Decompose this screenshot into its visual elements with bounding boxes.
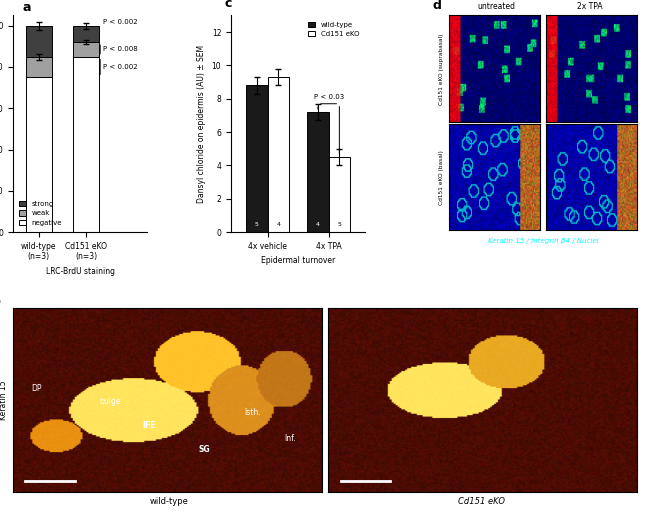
Text: a: a	[22, 1, 31, 14]
Text: c: c	[225, 0, 232, 10]
Text: Cd151 eKO (suprabasal): Cd151 eKO (suprabasal)	[439, 34, 444, 105]
Bar	[268, 77, 289, 232]
Text: bulge: bulge	[99, 397, 121, 406]
Text: IFE: IFE	[142, 421, 156, 430]
Text: d: d	[433, 0, 441, 12]
Text: Cd151 eKO: Cd151 eKO	[458, 497, 504, 506]
Text: P < 0.008: P < 0.008	[103, 47, 137, 52]
Text: P < 0.002: P < 0.002	[103, 64, 137, 70]
Legend: wild-type, Cd151 eKO: wild-type, Cd151 eKO	[306, 19, 362, 40]
Text: P < 0.002: P < 0.002	[103, 18, 137, 25]
Bar	[26, 77, 52, 232]
Text: 5: 5	[337, 222, 341, 227]
Text: 4: 4	[276, 222, 280, 227]
Y-axis label: Dansyl chloride on epidermis (AU) ± SEM: Dansyl chloride on epidermis (AU) ± SEM	[197, 45, 206, 203]
Text: Keratin 15: Keratin 15	[0, 381, 8, 420]
Bar	[73, 26, 99, 42]
Text: Keratin 15 / Integrin β4 / Nuclei: Keratin 15 / Integrin β4 / Nuclei	[488, 238, 598, 244]
Text: 5: 5	[255, 222, 259, 227]
X-axis label: LRC-BrdU staining: LRC-BrdU staining	[46, 267, 114, 276]
Text: 2x TPA: 2x TPA	[577, 2, 603, 11]
Text: wild-type: wild-type	[150, 497, 188, 506]
Text: 4: 4	[316, 222, 320, 227]
Bar	[329, 157, 350, 232]
Text: P < 0.03: P < 0.03	[313, 94, 344, 100]
Text: Inf.: Inf.	[285, 434, 296, 443]
Text: SG: SG	[198, 445, 210, 454]
X-axis label: Epidermal turnover: Epidermal turnover	[261, 256, 335, 265]
Bar	[246, 85, 268, 232]
Text: Isth.: Isth.	[244, 408, 261, 417]
Text: untreated: untreated	[477, 2, 515, 11]
Bar	[73, 42, 99, 56]
Bar	[26, 26, 52, 56]
Text: b: b	[0, 295, 1, 308]
Text: Cd151 eKO (basal): Cd151 eKO (basal)	[439, 150, 444, 205]
Text: DP: DP	[31, 384, 42, 393]
Bar	[307, 112, 329, 232]
Bar	[73, 56, 99, 232]
Legend: strong, weak, negative: strong, weak, negative	[16, 198, 65, 229]
Bar	[26, 56, 52, 77]
